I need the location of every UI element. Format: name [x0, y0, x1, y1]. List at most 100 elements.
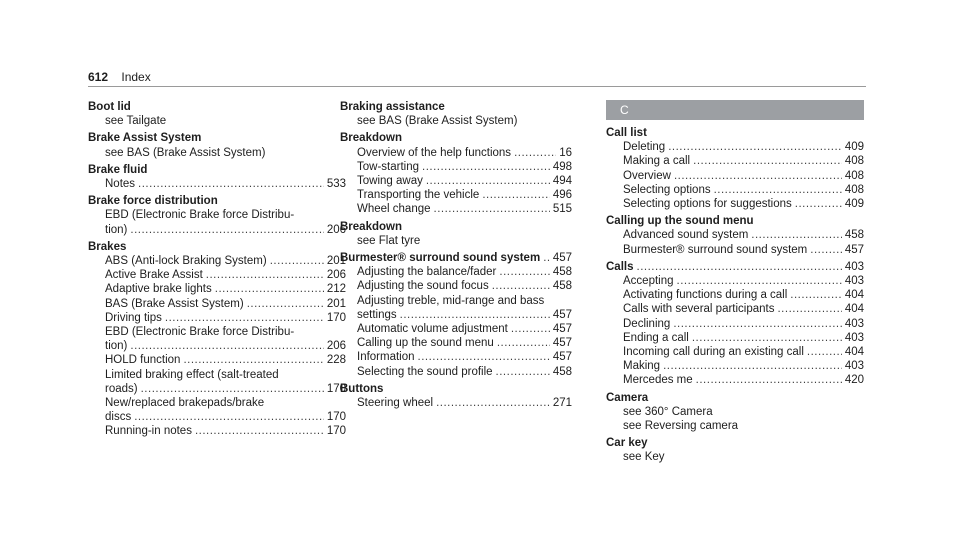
index-subentry: tion) 206: [88, 339, 346, 353]
dot-leader: [663, 359, 842, 373]
index-subentry: Advanced sound system 458: [606, 228, 864, 242]
subentry-text: Activating functions during a call: [623, 289, 788, 302]
dot-leader: [247, 297, 324, 311]
index-subentry: Notes 533: [88, 177, 346, 191]
subentry-text: Declining: [623, 317, 671, 330]
index-term: Calling up the sound menu: [606, 215, 754, 228]
index-entry: Brake force distribution EBD (Electronic …: [88, 194, 346, 237]
page-ref: 457: [844, 243, 864, 256]
subentry-text: Selecting options for suggestions: [623, 198, 792, 211]
page-ref: 458: [552, 280, 572, 293]
dot-leader: [668, 140, 842, 154]
dot-leader: [206, 268, 324, 282]
page-ref: 533: [326, 178, 346, 191]
index-term: Brake force distribution: [88, 195, 218, 208]
index-term: Calls: [606, 260, 634, 273]
index-column-1: Boot lid see Tailgate Brake Assist System s…: [88, 100, 346, 442]
dot-leader: [692, 331, 842, 345]
index-term: Brake Assist System: [88, 132, 202, 145]
index-term: Brakes: [88, 240, 127, 253]
index-term: Boot lid: [88, 101, 131, 113]
dot-leader: [418, 350, 550, 364]
index-column-3: C Call listDeleting409Making a call408Ov…: [606, 100, 864, 468]
dot-leader: [514, 146, 556, 160]
dot-leader: [422, 160, 550, 174]
page-ref: 403: [844, 360, 864, 373]
subentry-text: Accepting: [623, 275, 674, 288]
index-subentry: Transporting the vehicle 496: [340, 188, 572, 202]
dot-leader: [482, 188, 550, 202]
page-ref: 457: [552, 323, 572, 336]
subentry-text: Towing away: [357, 175, 423, 188]
dot-leader: [130, 339, 323, 353]
page-ref: 403: [844, 331, 864, 344]
page-ref: 201: [326, 255, 346, 268]
page-ref: 496: [552, 189, 572, 202]
subentry-text: Driving tips: [105, 311, 162, 324]
section-title: Index: [121, 70, 151, 84]
subentry-text: Selecting the sound profile: [357, 365, 493, 378]
page-ref: 404: [844, 303, 864, 316]
subentry-text: Running-in notes: [105, 425, 192, 438]
subentry-text: see 360° Camera: [623, 405, 713, 418]
index-entry: Call listDeleting409Making a call408Over…: [606, 126, 864, 211]
index-entry: Camera see 360° Camera see Reversing camer…: [606, 391, 864, 434]
page-ref: 420: [844, 374, 864, 387]
index-subentry: Steering wheel 271: [340, 396, 572, 410]
subentry-text: Steering wheel: [357, 397, 434, 410]
page-ref: 228: [326, 354, 346, 367]
index-subentry: Declining 403: [606, 317, 864, 331]
dot-leader: [795, 197, 842, 211]
dot-leader: [134, 410, 324, 424]
index-entry: Calls 403 Accepting 403 Activating functions…: [606, 260, 864, 388]
index-subentry: Wheel change 515: [340, 202, 572, 216]
page-ref: 457: [552, 252, 572, 265]
dot-leader: [696, 373, 842, 387]
subentry-text: HOLD function: [105, 354, 181, 367]
subentry-text: Adjusting the sound focus: [357, 280, 489, 293]
dot-leader: [810, 243, 842, 257]
page-ref: 458: [844, 229, 864, 242]
dot-leader: [751, 228, 842, 242]
page-ref: 457: [552, 351, 572, 364]
subentry-text: roads): [105, 382, 138, 395]
index-term: Breakdown: [340, 220, 402, 233]
page-ref: 403: [844, 317, 864, 330]
index-subentry: Ending a call 403: [606, 331, 864, 345]
subentry-text: settings: [357, 308, 397, 321]
index-column-2: Braking assistance see BAS (Brake Assist …: [340, 100, 572, 413]
subentry-text: see Key: [623, 451, 665, 464]
subentry-text: Calls with several participants: [623, 303, 775, 316]
subentry-text: Adjusting the balance/fader: [357, 266, 497, 279]
index-term: Breakdown: [340, 132, 402, 145]
dot-leader: [436, 396, 550, 410]
index-term: Brake fluid: [88, 163, 148, 176]
dot-leader: [215, 282, 324, 296]
index-term: Burmester® surround sound system: [340, 252, 541, 265]
index-subentry: Towing away 494: [340, 174, 572, 188]
index-subentry: settings 457: [340, 308, 572, 322]
page-ref: 403: [844, 275, 864, 288]
index-term-row: Burmester® surround sound system 457: [340, 251, 572, 265]
page-number: 612: [88, 70, 109, 84]
subentry-text: see Tailgate: [105, 115, 167, 128]
index-entry: Buttons Steering wheel 271: [340, 382, 572, 410]
index-term-row: Calls 403: [606, 260, 864, 274]
index-term: Call list: [606, 127, 647, 139]
index-subentry: Selecting the sound profile 458: [340, 365, 572, 379]
page-ref: 201: [326, 297, 346, 310]
index-subentry: Adaptive brake lights 212: [88, 282, 346, 296]
subentry-text: Adaptive brake lights: [105, 283, 212, 296]
index-entry: Burmester® surround sound system 457 Adjus…: [340, 251, 572, 379]
page-ref: 403: [844, 260, 864, 273]
page-ref: 170: [326, 411, 346, 424]
subentry-text: Information: [357, 351, 415, 364]
subentry-text: tion): [105, 340, 128, 353]
page-ref: 498: [552, 160, 572, 173]
index-term: Braking assistance: [340, 101, 445, 113]
dot-leader: [165, 311, 324, 325]
subentry-text: BAS (Brake Assist System): [105, 297, 244, 310]
dot-leader: [543, 251, 550, 265]
page-ref: 404: [844, 346, 864, 359]
subentry-text: see BAS (Brake Assist System): [105, 146, 266, 159]
